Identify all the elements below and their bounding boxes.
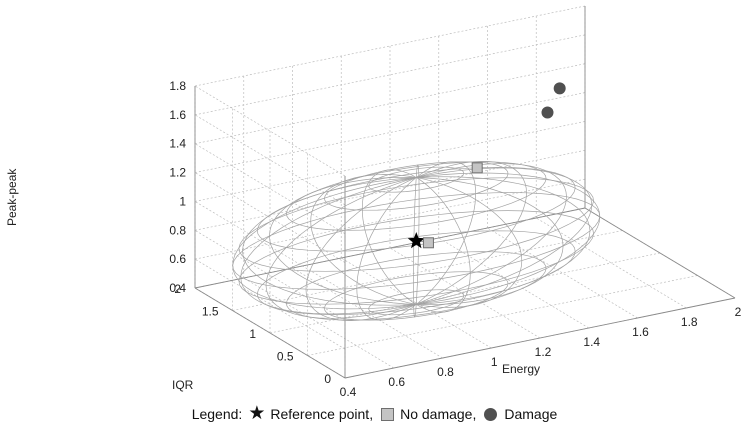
grid-lines <box>194 5 736 379</box>
z-tick-label: 1.4 <box>169 137 186 151</box>
y-tick-label: 0 <box>324 372 331 386</box>
x-tick-label: 1.4 <box>583 335 600 349</box>
ellipsoid-parallel <box>324 271 509 321</box>
tick-labels: 0.40.60.811.21.41.61.800.511.520.40.60.8… <box>169 79 741 399</box>
circle-icon <box>484 407 498 421</box>
legend: Legend: ★ Reference point, No damage, Da… <box>0 403 749 425</box>
ellipsoid-parallel <box>368 289 465 316</box>
z-tick-label: 0.6 <box>169 252 186 266</box>
floor-grid-line <box>341 257 492 349</box>
side-wall-grid-line <box>194 172 346 263</box>
z-tick-label: 1 <box>179 194 186 208</box>
x-tick-label: 1.6 <box>632 325 649 339</box>
ellipsoid-meridian <box>413 177 417 318</box>
axis-box-edge <box>344 297 736 379</box>
z-tick-label: 1.8 <box>169 79 186 93</box>
axis-box-edge <box>584 207 736 299</box>
data-points <box>407 82 566 249</box>
axis-box-edge <box>194 287 346 379</box>
x-tick-label: 1.2 <box>535 345 552 359</box>
ellipsoid-parallel <box>286 251 547 321</box>
z-axis-label: Peak-peak <box>5 168 19 226</box>
ellipsoid-parallel <box>324 161 509 211</box>
y-tick-label: 2 <box>174 282 181 296</box>
legend-item-no-damage: No damage, <box>400 406 477 422</box>
z-tick-label: 0.8 <box>169 223 186 237</box>
ellipsoid-parallel <box>368 166 465 193</box>
damage-marker <box>541 106 554 119</box>
ellipsoid-parallel <box>286 161 547 231</box>
x-axis-label: Energy <box>502 362 540 376</box>
x-tick-label: 0.4 <box>340 385 357 399</box>
star-icon: ★ <box>248 403 266 424</box>
ellipsoid-meridian <box>416 167 593 305</box>
y-tick-label: 1.5 <box>202 305 219 319</box>
x-tick-label: 1.8 <box>681 315 698 329</box>
side-wall-grid-line <box>194 229 346 321</box>
legend-title: Legend: <box>191 406 243 422</box>
ellipsoid-parallel <box>238 177 594 272</box>
square-icon <box>381 407 395 421</box>
side-wall-grid-line <box>194 201 346 292</box>
z-tick-label: 1.6 <box>169 108 186 122</box>
ellipsoid-parallel <box>238 210 594 305</box>
ellipsoid-meridian <box>240 177 417 315</box>
side-wall-grid-line <box>194 258 346 350</box>
x-tick-label: 2 <box>735 305 742 319</box>
z-tick-label: 1.2 <box>169 166 186 180</box>
ellipsoid-parallel <box>232 192 601 290</box>
legend-item-reference: Reference point, <box>270 406 374 422</box>
x-tick-label: 0.8 <box>437 365 454 379</box>
floor-grid-line <box>438 237 589 329</box>
ellipsoid-parallel <box>256 166 576 252</box>
y-axis-label: IQR <box>172 378 194 392</box>
floor-grid-line <box>292 267 443 359</box>
floor-grid-line <box>389 247 541 339</box>
ellipsoid-wireframe <box>232 160 601 321</box>
ellipsoid-parallel <box>256 230 576 315</box>
back-wall-grid-line <box>194 92 586 173</box>
x-tick-label: 0.6 <box>388 375 405 389</box>
floor-grid-line <box>536 217 687 309</box>
x-tick-label: 1 <box>491 355 498 369</box>
y-tick-label: 1 <box>249 327 256 341</box>
side-wall-grid-line <box>194 85 346 177</box>
reference-point-marker <box>407 232 425 249</box>
floor-grid-line <box>487 227 638 319</box>
floor-grid-line <box>269 252 661 334</box>
z-tick-label: 0.4 <box>169 281 186 295</box>
damage-marker <box>553 82 566 95</box>
no-damage-marker <box>471 162 483 174</box>
no-damage-marker <box>422 237 434 249</box>
y-tick-label: 0.5 <box>277 350 294 364</box>
floor-grid-line <box>243 277 394 369</box>
legend-item-damage: Damage <box>504 406 558 422</box>
